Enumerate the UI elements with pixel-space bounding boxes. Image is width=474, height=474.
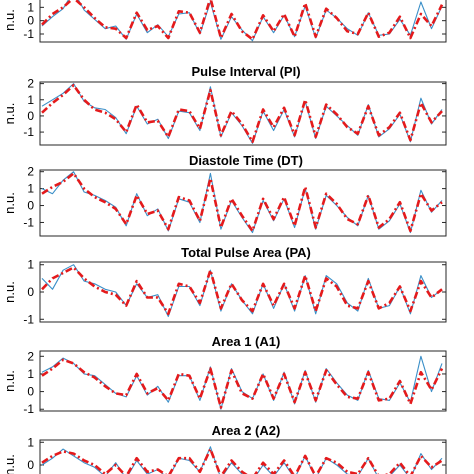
- y-tick-label: -1: [23, 312, 34, 326]
- panel-4: -1 0 1 n.u. Total Pulse Area (PA): [2, 245, 447, 326]
- y-tick-label: 0: [27, 285, 34, 299]
- y-tick-label: 1: [27, 182, 34, 196]
- panel-5: -1 0 1 2 n.u. Area 1 (A1): [2, 334, 447, 416]
- panel-2: -1 0 1 2 n.u. Pulse Interval (PI): [2, 64, 447, 146]
- series-line-estimated: [41, 447, 443, 474]
- panel-title: Area 2 (A2): [212, 423, 281, 438]
- y-tick-label: 0: [27, 385, 34, 399]
- y-tick-label: -1: [23, 215, 34, 229]
- series-line-estimated: [41, 266, 443, 316]
- series-line-estimated: [41, 0, 444, 41]
- y-tick-label: 1: [27, 93, 34, 107]
- plot-area: [41, 264, 443, 318]
- y-tick-label: 1: [27, 435, 34, 449]
- y-tick-label: 1: [27, 258, 34, 272]
- panel-title: Diastole Time (DT): [189, 153, 303, 168]
- y-tick-label: 0: [27, 458, 34, 472]
- panel-6: 0 1 n.u. Area 2 (A2): [2, 423, 447, 474]
- y-axis-label: n.u.: [2, 454, 17, 474]
- series-line-estimated: [41, 358, 444, 409]
- y-axis-label: n.u.: [2, 103, 17, 125]
- y-axis-label: n.u.: [2, 192, 17, 214]
- y-tick-label: -1: [23, 27, 34, 41]
- y-tick-label: 0: [27, 109, 34, 123]
- y-axis-label: n.u.: [2, 370, 17, 392]
- y-tick-label: 2: [27, 349, 34, 363]
- y-tick-label: 2: [27, 165, 34, 179]
- y-tick-label: 1: [27, 0, 34, 14]
- plot-area: [41, 355, 444, 410]
- y-tick-label: 0: [27, 14, 34, 28]
- y-tick-label: -1: [23, 125, 34, 139]
- y-axis-label: n.u.: [2, 9, 17, 31]
- plot-area: [41, 83, 443, 144]
- axes-box: [39, 169, 447, 237]
- axes-box: [39, 81, 447, 146]
- y-tick-label: 0: [27, 199, 34, 213]
- panel-title: Total Pulse Area (PA): [181, 245, 311, 260]
- y-tick-label: 1: [27, 367, 34, 381]
- plot-area: [41, 0, 444, 42]
- panel-title: Pulse Interval (PI): [191, 64, 300, 79]
- series-line-estimated: [41, 172, 443, 233]
- panel-title: Area 1 (A1): [212, 334, 281, 349]
- axes-box: [39, 0, 447, 43]
- y-tick-label: 2: [27, 77, 34, 91]
- y-axis-label: n.u.: [2, 281, 17, 303]
- panel-3: -1 0 1 2 n.u. Diastole Time (DT): [2, 153, 447, 237]
- y-tick-label: -1: [23, 402, 34, 416]
- plot-area: [41, 171, 443, 234]
- axes-box: [39, 261, 447, 323]
- panel-1: -101 n.u.: [2, 0, 447, 43]
- plot-area: [41, 446, 443, 474]
